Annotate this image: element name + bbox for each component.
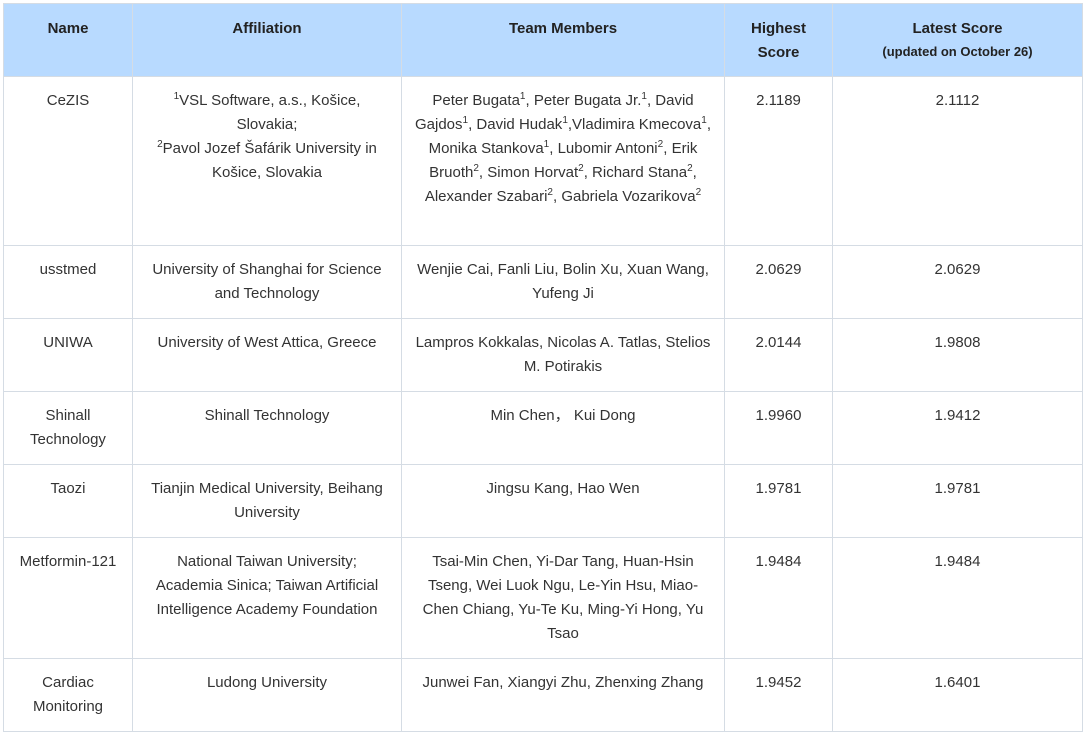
team-members-cell: Tsai-Min Chen, Yi-Dar Tang, Huan-Hsin Ts… [401, 537, 725, 659]
leaderboard-table: Name Affiliation Team Members Highest Sco… [3, 3, 1083, 732]
table-row: Metformin-121 National Taiwan University… [3, 537, 1083, 659]
affiliation-marker: 2 [695, 187, 702, 198]
header-row: Name Affiliation Team Members Highest Sco… [3, 3, 1083, 77]
highest-score-cell: 1.9960 [724, 391, 833, 465]
team-member-name: Peter Bugata Jr. [533, 92, 642, 109]
table-row: Taozi Tianjin Medical University, Beihan… [3, 464, 1083, 538]
team-member-name: David Hudak [476, 116, 563, 133]
table-row: Cardiac Monitoring Ludong University Jun… [3, 658, 1083, 732]
team-name-cell: Shinall Technology [3, 391, 133, 465]
team-member-name: Richard Stana [592, 164, 688, 181]
affiliation-marker: 1 [462, 115, 469, 126]
team-name-cell: usstmed [3, 245, 133, 319]
table-row: UNIWA University of West Attica, Greece … [3, 318, 1083, 392]
table-row: usstmed University of Shanghai for Scien… [3, 245, 1083, 319]
team-member-name: Erik Bruoth [429, 140, 698, 181]
affiliation-marker: 2 [578, 163, 584, 174]
team-member-name: Gabriela Vozarikova [561, 188, 696, 205]
column-header-name: Name [3, 3, 133, 77]
affiliation-marker: 1 [519, 91, 526, 102]
column-header-highest-score: Highest Score [724, 3, 833, 77]
latest-score-cell: 1.9412 [832, 391, 1083, 465]
team-name-cell: CeZIS [3, 76, 133, 246]
latest-score-cell: 1.9781 [832, 464, 1083, 538]
latest-score-cell: 1.6401 [832, 658, 1083, 732]
team-members-cell: Lampros Kokkalas, Nicolas A. Tatlas, Ste… [401, 318, 725, 392]
column-header-latest-score: Latest Score (updated on October 26) [832, 3, 1083, 77]
team-member-name: David Gajdos [414, 92, 694, 133]
affiliation-marker: 1 [701, 115, 707, 126]
affiliation-marker: 1 [562, 115, 568, 126]
affiliation-marker: 1 [641, 91, 647, 102]
affiliation-cell: University of Shanghai for Science and T… [132, 245, 402, 319]
team-member-name: Peter Bugata [432, 92, 520, 109]
affiliation-cell: 1VSL Software, a.s., Košice, Slovakia; 2P… [132, 76, 402, 246]
team-members-cell: Peter Bugata1, Peter Bugata Jr.1, David … [401, 76, 725, 246]
table-header: Name Affiliation Team Members Highest Sco… [3, 3, 1083, 77]
column-header-team-members: Team Members [401, 3, 725, 77]
affiliation-marker: 2 [687, 163, 693, 174]
affiliation-cell: University of West Attica, Greece [132, 318, 402, 392]
highest-score-cell: 1.9484 [724, 537, 833, 659]
highest-score-cell: 2.0144 [724, 318, 833, 392]
team-members-cell: Min Chen， Kui Dong [401, 391, 725, 465]
affiliation-cell: National Taiwan University; Academia Sin… [132, 537, 402, 659]
table-row: CeZIS 1VSL Software, a.s., Košice, Slova… [3, 76, 1083, 246]
team-member-name: Vladimira Kmecova [572, 116, 702, 133]
affiliation-cell: Shinall Technology [132, 391, 402, 465]
team-member-name: Lubomir Antoni [557, 140, 658, 157]
highest-score-cell: 1.9452 [724, 658, 833, 732]
table-row: Shinall Technology Shinall Technology Mi… [3, 391, 1083, 465]
latest-score-cell: 1.9808 [832, 318, 1083, 392]
team-members-cell: Wenjie Cai, Fanli Liu, Bolin Xu, Xuan Wa… [401, 245, 725, 319]
affiliation-marker: 2 [657, 139, 664, 150]
team-name-cell: Cardiac Monitoring [3, 658, 133, 732]
table-body: CeZIS 1VSL Software, a.s., Košice, Slova… [3, 76, 1083, 732]
affiliation-marker: 2 [547, 187, 553, 198]
team-member-name: Alexander Szabari [424, 188, 548, 205]
affiliation-marker: 1 [543, 139, 550, 150]
team-name-cell: Metformin-121 [3, 537, 133, 659]
latest-score-update-note: (updated on October 26) [882, 44, 1033, 59]
affiliation-cell: Ludong University [132, 658, 402, 732]
affiliation-cell: Tianjin Medical University, Beihang Univ… [132, 464, 402, 538]
team-member-name: Simon Horvat [487, 164, 579, 181]
column-header-affiliation: Affiliation [132, 3, 402, 77]
highest-score-cell: 2.1189 [724, 76, 833, 246]
affiliation-marker: 2 [473, 163, 479, 174]
team-member-name: Monika Stankova [428, 140, 544, 157]
team-name-cell: UNIWA [3, 318, 133, 392]
latest-score-cell: 2.1112 [832, 76, 1083, 246]
latest-score-cell: 1.9484 [832, 537, 1083, 659]
highest-score-cell: 1.9781 [724, 464, 833, 538]
highest-score-cell: 2.0629 [724, 245, 833, 319]
team-name-cell: Taozi [3, 464, 133, 538]
team-members-cell: Jingsu Kang, Hao Wen [401, 464, 725, 538]
latest-score-cell: 2.0629 [832, 245, 1083, 319]
team-members-cell: Junwei Fan, Xiangyi Zhu, Zhenxing Zhang [401, 658, 725, 732]
